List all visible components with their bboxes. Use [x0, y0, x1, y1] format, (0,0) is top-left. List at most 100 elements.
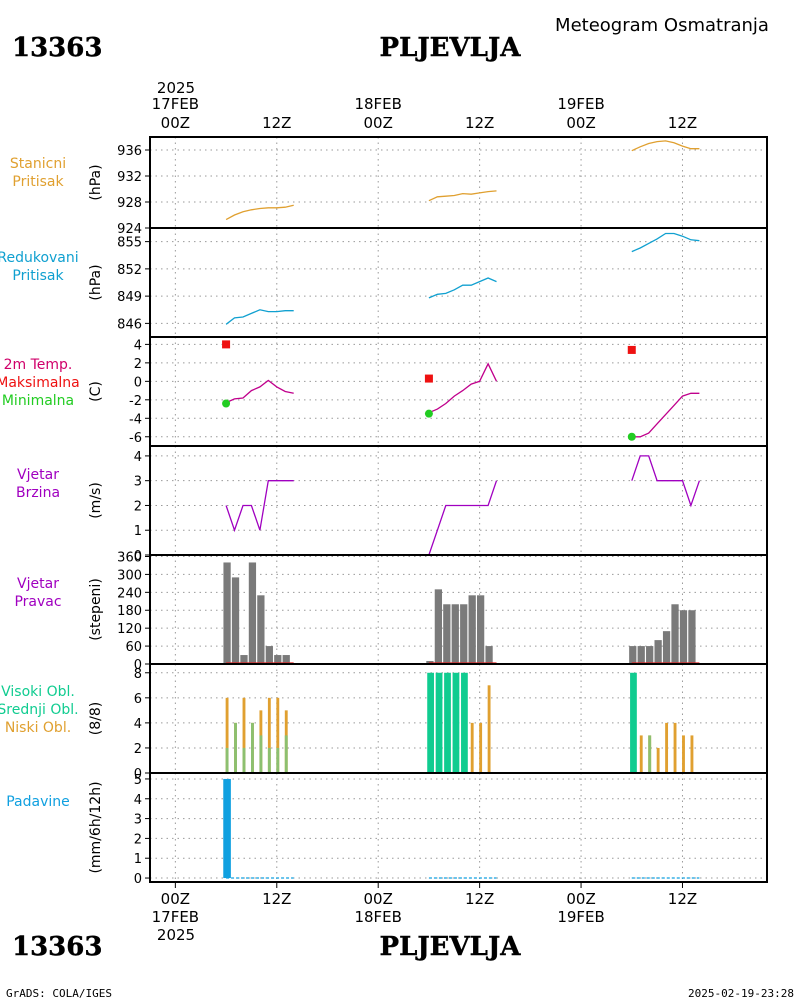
panel-title-line: Srednji Obl. [0, 702, 79, 718]
cloud-low-bar [639, 735, 643, 773]
y-tick-label: 300 [117, 568, 142, 583]
y-tick-label: 924 [117, 222, 142, 237]
panel-frame [149, 336, 768, 447]
cloud-mid-bar [225, 747, 229, 773]
cloud-mid-bar [242, 747, 246, 773]
y-tick-label: 0 [134, 658, 142, 673]
series-line [428, 277, 497, 299]
panel-title-line: Pritisak [12, 268, 64, 284]
chart-subtitle: Meteogram Osmatranja [555, 15, 769, 36]
wind-direction-bar [629, 646, 637, 664]
y-tick-label: 928 [117, 196, 142, 211]
plot-area [223, 562, 700, 664]
wind-direction-bar [688, 610, 696, 664]
top-hour-label: 12Z [465, 114, 494, 132]
max-temp-marker [424, 374, 433, 383]
y-tick-label: 1 [134, 524, 142, 539]
top-hour-label: 12Z [262, 114, 291, 132]
y-tick-label: 0 [134, 549, 142, 564]
panel-title-line: Maksimalna [0, 375, 80, 391]
panel-title-line: Pritisak [12, 174, 64, 190]
cloud-low-bar [487, 685, 491, 773]
cloud-high-bar [444, 672, 451, 773]
y-tick-label: 180 [117, 604, 142, 619]
top-day-label: 17FEB [152, 95, 199, 113]
series-line [225, 309, 294, 325]
series-line [428, 362, 498, 414]
panel-frame [149, 136, 768, 229]
cloud-low-bar [225, 697, 229, 773]
top-hour-label: 12Z [668, 114, 697, 132]
bottom-hour-label: 00Z [566, 890, 595, 908]
y-tick-label: 2 [134, 742, 142, 757]
y-tick-label: 0 [134, 872, 142, 887]
panel-clouds: 0 2 4 6 8 (8/8) Visoki Obl. Srednji Obl. Niski O… [0, 663, 768, 782]
cloud-low-bar [242, 697, 246, 773]
bottom-day-label: 17FEB [152, 908, 199, 926]
cloud-high-bar [452, 672, 460, 773]
panel-title-line: 2m Temp. [4, 357, 73, 373]
wind-direction-bar [443, 604, 451, 664]
wind-direction-bar [223, 562, 231, 664]
wind-direction-bar [637, 646, 645, 664]
wind-direction-bar [646, 646, 654, 664]
y-axis-label: (C) [88, 381, 104, 402]
panel-title-line: Brzina [16, 485, 60, 501]
wind-direction-bar [654, 640, 662, 664]
cloud-low-bar [267, 697, 271, 773]
y-tick-label: 240 [117, 586, 142, 601]
cloud-high-bar [435, 672, 443, 773]
bottom-day-label: 19FEB [557, 908, 604, 926]
cloud-mid-bar [648, 735, 652, 773]
series-line [225, 480, 294, 533]
cloud-mid-bar [276, 747, 280, 773]
y-tick-label: 4 [134, 450, 142, 465]
cloud-high-bar [461, 672, 468, 773]
generated-timestamp: 2025-02-19-23:28 [688, 987, 794, 1000]
wind-direction-bar [240, 655, 248, 664]
cloud-low-bar [276, 697, 280, 773]
cloud-low-bar [682, 735, 685, 773]
wind-direction-bar [257, 595, 265, 664]
wind-direction-bar [460, 604, 468, 664]
panel-title-line: Redukovani [0, 250, 79, 266]
bottom-hour-label: 12Z [262, 890, 291, 908]
wind-direction-bar [434, 589, 443, 664]
y-tick-label: 3 [134, 475, 142, 490]
y-tick-label: 2 [134, 832, 142, 847]
y-tick-label: 3 [134, 813, 142, 828]
bottom-hour-label: 12Z [465, 890, 494, 908]
panel-title-line: Niski Obl. [5, 720, 71, 736]
station-name: PLJEVLJA [380, 33, 522, 63]
y-tick-label: 932 [117, 170, 142, 185]
top-day-label: 19FEB [557, 95, 604, 113]
top-day-label: 18FEB [354, 95, 401, 113]
year-label-top: 2025 [157, 79, 195, 97]
y-tick-label: 360 [117, 550, 142, 565]
cloud-mid-bar [234, 722, 237, 773]
y-tick-label: 8 [134, 667, 142, 682]
y-axis-label: (mm/6h/12h) [88, 781, 104, 873]
y-tick-label: 120 [117, 622, 142, 637]
y-tick-label: 0 [134, 375, 142, 390]
panel-frame [149, 227, 768, 338]
y-tick-label: 4 [134, 793, 142, 808]
plot-area [225, 140, 700, 221]
y-tick-label: 2 [134, 499, 142, 514]
panel-wind_direction: 0 60 120 180 240 300 360 (stepeni) Vjetar Pravac [14, 550, 768, 673]
plot-area [225, 455, 701, 555]
cloud-high-bar [427, 672, 434, 773]
series-line [225, 204, 294, 221]
y-tick-label: -2 [129, 394, 142, 409]
y-tick-label: 60 [125, 640, 142, 655]
max-temp-marker [627, 345, 636, 354]
wind-direction-bar [265, 646, 273, 664]
max-temp-marker [222, 340, 231, 349]
wind-direction-bar [679, 610, 688, 664]
top-hour-label: 00Z [364, 114, 393, 132]
y-tick-label: 0 [134, 767, 142, 782]
y-axis-label: (hPa) [88, 164, 104, 200]
y-tick-label: -6 [129, 431, 142, 446]
y-tick-label: 4 [134, 717, 142, 732]
